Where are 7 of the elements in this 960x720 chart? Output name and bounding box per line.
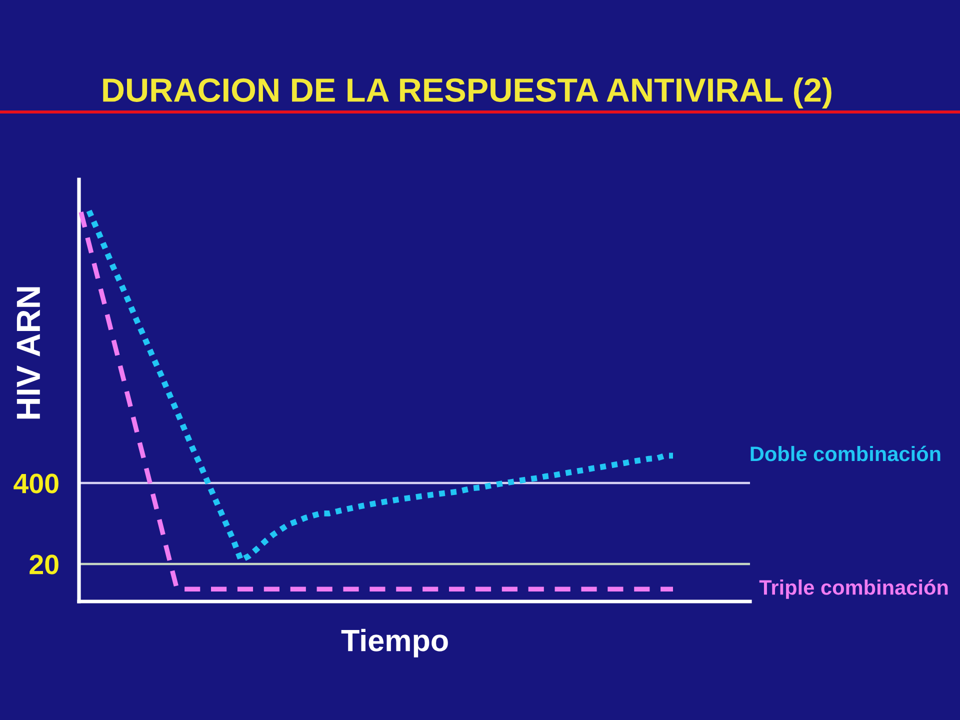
chart-title: DURACION DE LA RESPUESTA ANTIVIRAL (2) bbox=[103, 77, 832, 109]
y-axis-title: HIV ARN bbox=[16, 287, 40, 419]
text: Triple combinación bbox=[759, 579, 948, 599]
x-axis-title: Tiempo bbox=[341, 628, 448, 658]
text: Doble combinación bbox=[750, 446, 940, 462]
y-tick-label: 20 bbox=[30, 554, 58, 574]
y-tick-label: 400 bbox=[14, 474, 58, 494]
